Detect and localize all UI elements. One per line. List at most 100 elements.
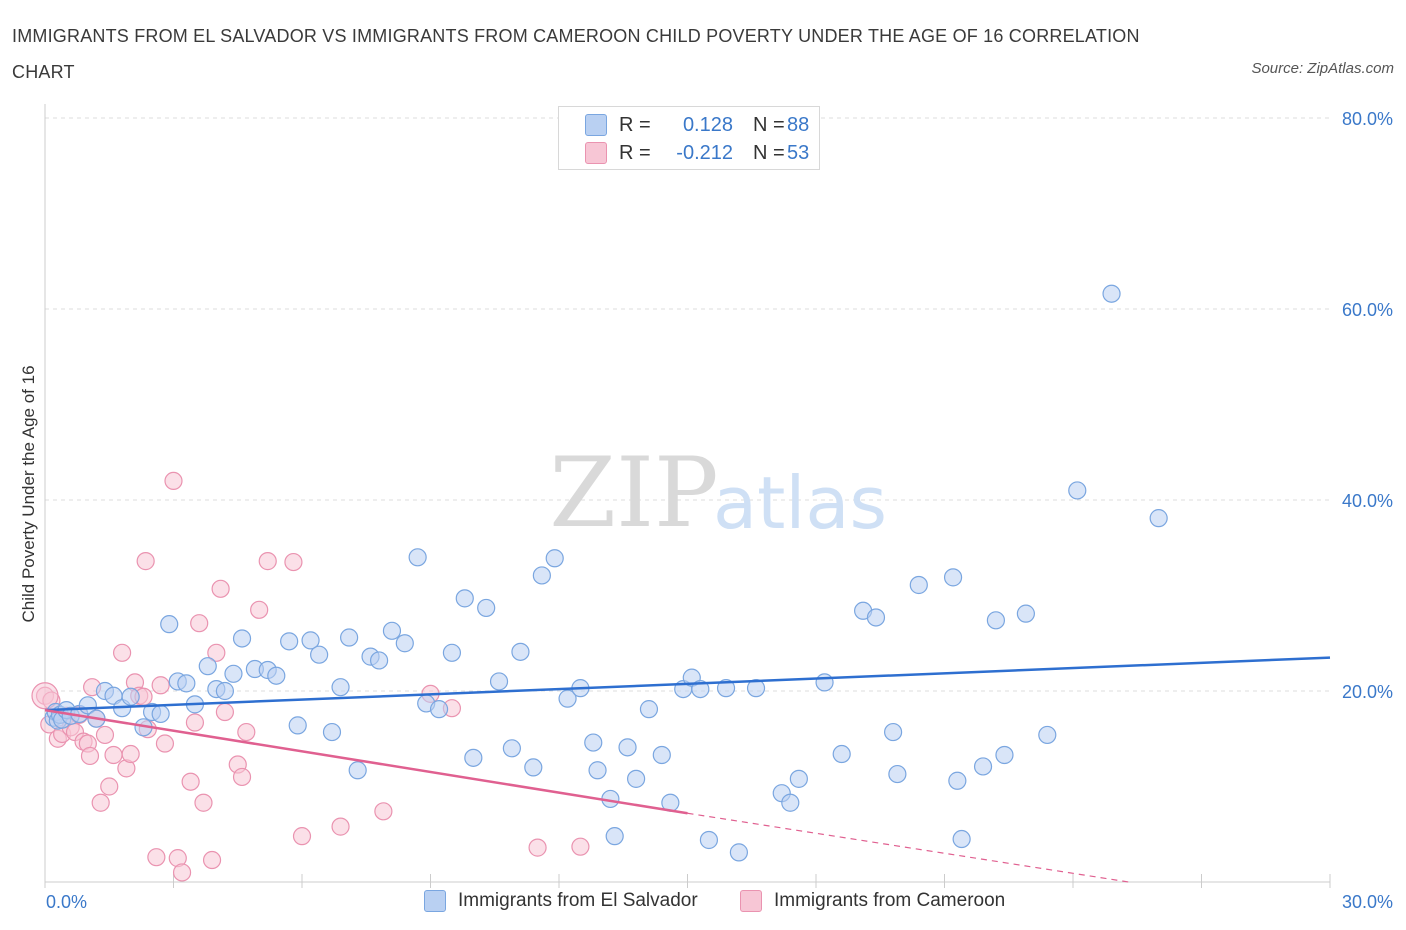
data-point-el-salvador [1102, 284, 1121, 303]
data-point-el-salvador [429, 700, 449, 719]
series-cameroon-points [31, 471, 590, 882]
gridlines [45, 117, 1330, 692]
data-point-cameroon [215, 702, 234, 722]
data-point-cameroon [250, 600, 269, 619]
data-point-el-salvador [943, 568, 963, 587]
data-point-cameroon [207, 643, 226, 662]
data-point-el-salvador [888, 764, 907, 784]
data-point-el-salvador [477, 598, 496, 618]
chart-title: IMMIGRANTS FROM EL SALVADOR VS IMMIGRANT… [12, 26, 1140, 82]
data-point-el-salvador [1016, 604, 1035, 623]
bottom-legend-swatch-pink [740, 890, 762, 912]
legend-r-value: 0.128 [682, 113, 733, 136]
data-point-el-salvador [605, 827, 624, 846]
data-point-el-salvador [948, 771, 967, 790]
data-point-el-salvador [442, 643, 462, 662]
data-point-el-salvador [489, 672, 509, 691]
trend-line-cameroon-extension [687, 812, 1129, 883]
trend-line-cameroon [44, 708, 688, 815]
data-point-cameroon [80, 746, 100, 766]
legend-n-value: 88 [787, 113, 810, 136]
data-point-el-salvador [301, 631, 320, 650]
data-point-cameroon [202, 850, 222, 870]
data-point-el-salvador [280, 632, 299, 651]
data-point-cameroon [190, 614, 209, 633]
data-point-el-salvador [691, 679, 710, 699]
data-point-el-salvador [1068, 481, 1087, 500]
data-point-el-salvador [973, 757, 993, 776]
legend-row-el-salvador: R = 0.128 N = 88 [585, 113, 809, 137]
data-point-cameroon [528, 838, 547, 857]
data-point-el-salvador [464, 748, 483, 767]
data-point-el-salvador [267, 666, 286, 685]
data-point-el-salvador [322, 722, 342, 742]
data-point-cameroon [104, 745, 123, 765]
data-point-cameroon [91, 793, 110, 812]
data-point-el-salvador [502, 739, 521, 758]
data-point-el-salvador [883, 722, 903, 742]
data-point-el-salvador [382, 621, 402, 640]
data-point-cameroon [164, 471, 183, 490]
data-point-el-salvador [866, 608, 886, 627]
bottom-legend-label: Immigrants from El Salvador [458, 890, 698, 911]
watermark: ZIP atlas [549, 437, 887, 549]
data-point-el-salvador [511, 642, 530, 661]
data-point-cameroon [331, 817, 350, 836]
legend-r-label: R = [619, 113, 651, 136]
data-point-cameroon [181, 772, 200, 791]
data-point-el-salvador [370, 651, 389, 670]
legend-row-cameroon: R = -0.212 N = 53 [585, 141, 809, 165]
data-point-cameroon [136, 552, 155, 571]
data-point-el-salvador [729, 843, 749, 862]
data-point-cameroon [571, 837, 590, 856]
data-point-el-salvador [746, 679, 766, 698]
data-point-el-salvador [1149, 509, 1168, 528]
y-tick-label: 80.0% [1342, 109, 1393, 129]
data-point-cameroon [121, 744, 140, 764]
legend-r-value: -0.212 [676, 141, 733, 164]
data-point-el-salvador [716, 679, 736, 698]
data-point-cameroon [211, 579, 230, 598]
x-tick-label: 30.0% [1342, 892, 1393, 912]
data-point-cameroon [151, 676, 170, 695]
data-point-el-salvador [626, 769, 646, 788]
y-tick-label: 20.0% [1342, 682, 1393, 702]
data-point-el-salvador [584, 733, 603, 752]
watermark-zip: ZIP [549, 437, 718, 549]
legend-r-label: R = [619, 141, 651, 164]
data-point-cameroon [185, 713, 205, 732]
data-point-el-salvador [331, 678, 350, 697]
y-tick-label: 40.0% [1342, 491, 1393, 511]
data-point-el-salvador [408, 548, 427, 567]
data-point-el-salvador [545, 549, 564, 568]
data-point-el-salvador [815, 673, 834, 692]
data-point-cameroon [112, 643, 132, 662]
y-tick-label: 60.0% [1342, 300, 1393, 320]
series-el-salvador-points [44, 284, 1168, 862]
data-point-el-salvador [909, 575, 928, 595]
data-point-cameroon [147, 848, 166, 867]
bottom-legend-cameroon: Immigrants from Cameroon [740, 890, 1005, 912]
bottom-legend: Immigrants from El Salvador Immigrants f… [0, 890, 1406, 914]
bottom-legend-label: Immigrants from Cameroon [774, 890, 1006, 911]
data-point-el-salvador [215, 681, 234, 701]
y-axis-label: Child Poverty Under the Age of 16 [19, 365, 38, 622]
bottom-legend-swatch-blue [424, 890, 446, 912]
data-point-el-salvador [618, 738, 637, 757]
data-point-el-salvador [455, 589, 474, 608]
trend-lines [44, 656, 1331, 883]
legend-swatch-pink [585, 142, 607, 164]
legend-n-label: N = [753, 141, 785, 164]
data-point-cameroon [292, 827, 312, 846]
data-point-el-salvador [986, 611, 1006, 630]
tick-labels: 20.0% 40.0% 60.0% 80.0% 0.0% 30.0% [46, 109, 1393, 912]
source-label: Source: ZipAtlas.com [1251, 60, 1394, 77]
data-point-el-salvador [121, 687, 140, 706]
bottom-legend-el-salvador: Immigrants from El Salvador [424, 890, 698, 912]
data-point-el-salvador [288, 716, 307, 735]
data-point-el-salvador [348, 761, 367, 780]
data-point-el-salvador [340, 628, 359, 647]
data-point-cameroon [100, 777, 119, 796]
data-point-cameroon [258, 552, 277, 571]
